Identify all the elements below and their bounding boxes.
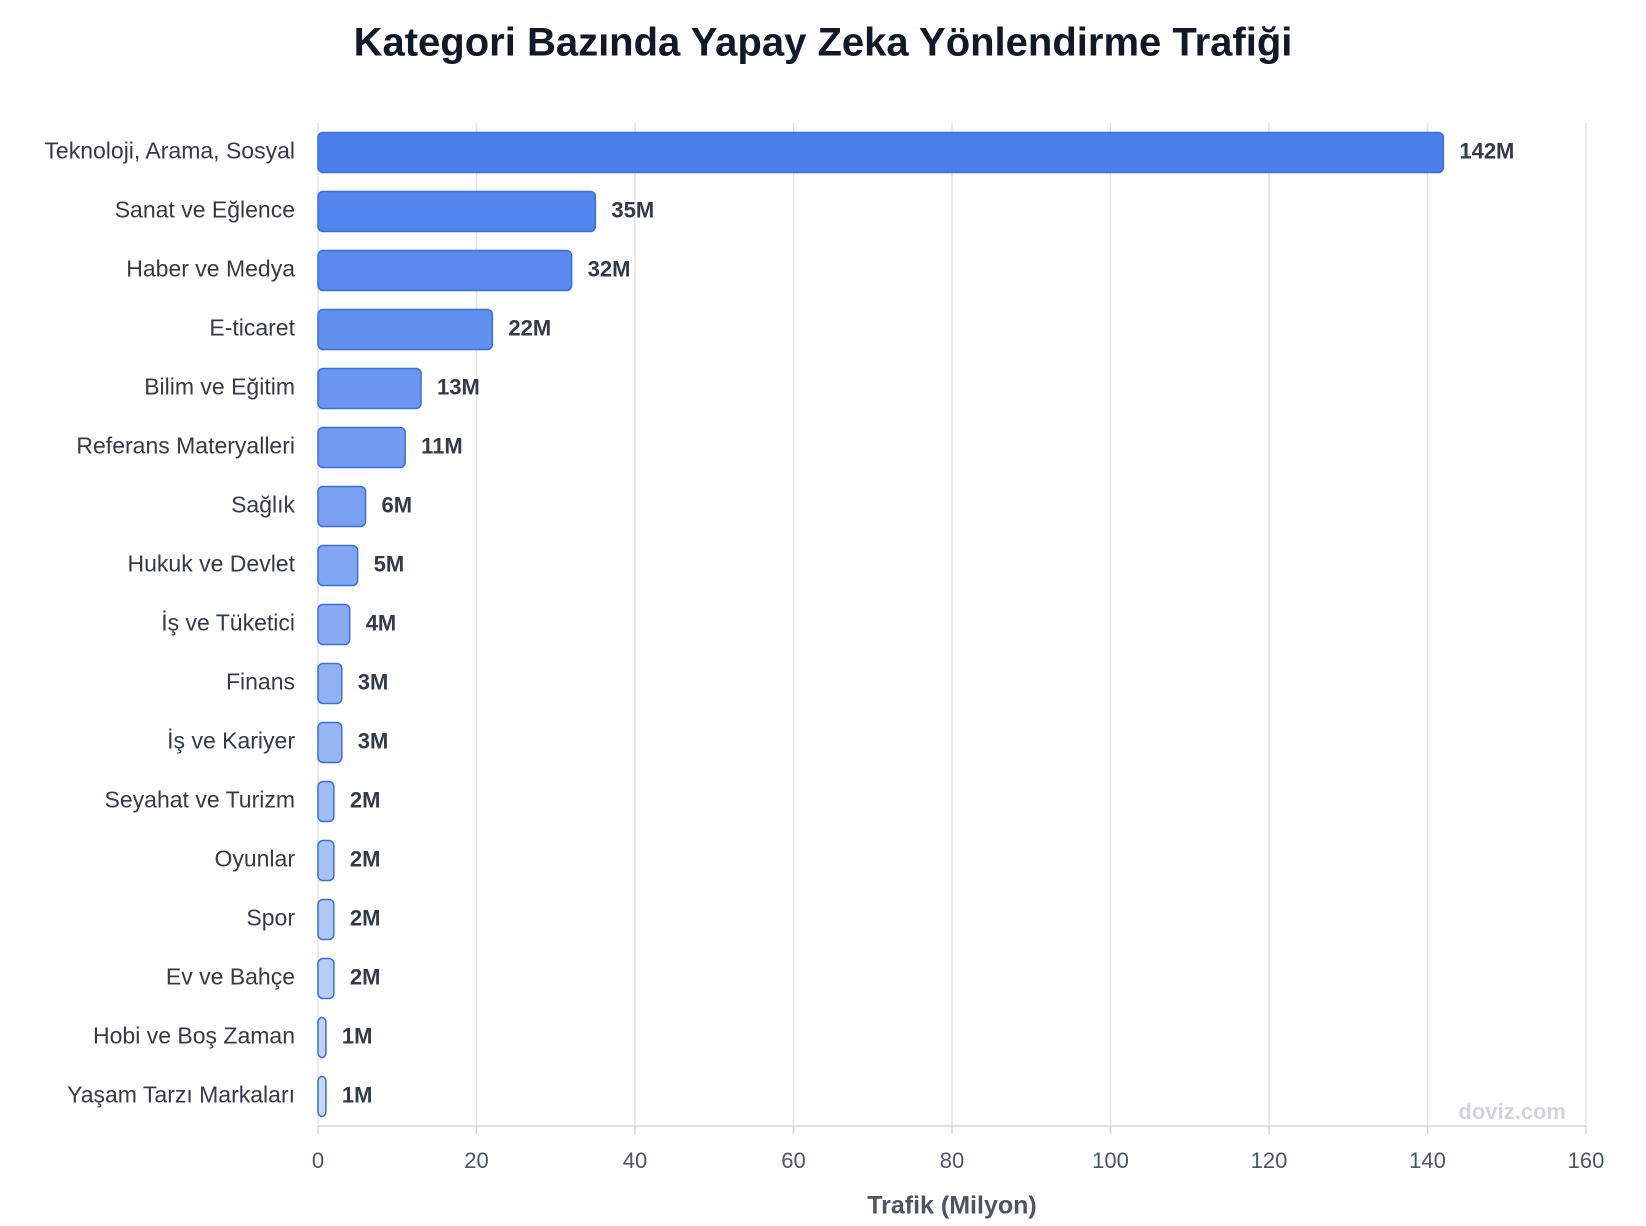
y-tick-label: E-ticaret <box>209 315 295 341</box>
y-tick-label: İş ve Tüketici <box>161 610 295 636</box>
value-label: 3M <box>358 669 389 694</box>
x-tick-label: 40 <box>623 1148 647 1173</box>
value-label: 13M <box>437 374 480 399</box>
y-tick-label: Oyunlar <box>214 846 295 872</box>
y-tick-label: Haber ve Medya <box>126 256 295 282</box>
bar <box>317 662 343 705</box>
value-label: 11M <box>421 433 463 458</box>
value-label: 5M <box>374 551 405 576</box>
bar <box>317 780 335 823</box>
value-label: 2M <box>350 905 381 930</box>
x-tick-label: 140 <box>1409 1148 1446 1173</box>
value-label: 142M <box>1459 138 1514 163</box>
bar <box>317 1016 327 1059</box>
value-label: 2M <box>350 787 381 812</box>
y-tick-label: İş ve Kariyer <box>167 728 295 754</box>
x-axis-title: Trafik (Milyon) <box>867 1192 1036 1220</box>
value-label: 2M <box>350 964 381 989</box>
value-label: 3M <box>358 728 389 753</box>
value-label: 22M <box>508 315 551 340</box>
x-tick-label: 100 <box>1092 1148 1129 1173</box>
bar <box>317 249 573 292</box>
bar <box>317 1075 327 1118</box>
bar <box>317 839 335 882</box>
bar <box>317 603 351 646</box>
bar <box>317 957 335 1000</box>
bar <box>317 485 367 528</box>
y-tick-label: Sağlık <box>231 492 295 518</box>
x-tick-label: 0 <box>312 1148 324 1173</box>
bar <box>317 426 406 469</box>
value-label: 1M <box>342 1023 373 1048</box>
value-label: 35M <box>611 197 654 222</box>
value-label: 6M <box>382 492 413 517</box>
bar <box>317 367 422 410</box>
x-tick-label: 160 <box>1568 1148 1605 1173</box>
bar <box>317 544 359 587</box>
value-label: 1M <box>342 1082 373 1107</box>
y-tick-label: Hobi ve Boş Zaman <box>93 1023 295 1049</box>
y-tick-label: Spor <box>246 905 295 931</box>
bar <box>317 308 494 351</box>
bar <box>317 898 335 941</box>
bar <box>317 721 343 764</box>
y-tick-label: Yaşam Tarzı Markaları <box>67 1082 295 1108</box>
y-tick-label: Finans <box>226 669 295 695</box>
x-tick-label: 80 <box>940 1148 964 1173</box>
y-tick-label: Referans Materyalleri <box>76 433 295 459</box>
value-label: 4M <box>366 610 397 635</box>
y-tick-label: Hukuk ve Devlet <box>128 551 296 577</box>
y-tick-label: Teknoloji, Arama, Sosyal <box>44 138 295 164</box>
chart-title: Kategori Bazında Yapay Zeka Yönlendirme … <box>354 21 1293 65</box>
x-tick-label: 120 <box>1251 1148 1288 1173</box>
watermark: doviz.com <box>1458 1099 1566 1124</box>
bar <box>317 131 1445 174</box>
x-tick-label: 20 <box>464 1148 488 1173</box>
x-tick-label: 60 <box>781 1148 805 1173</box>
value-label: 2M <box>350 846 381 871</box>
bar <box>317 190 597 233</box>
y-tick-label: Ev ve Bahçe <box>166 964 295 990</box>
y-tick-label: Sanat ve Eğlence <box>115 197 295 223</box>
y-tick-label: Bilim ve Eğitim <box>144 374 295 400</box>
value-label: 32M <box>588 256 631 281</box>
y-tick-label: Seyahat ve Turizm <box>105 787 295 813</box>
